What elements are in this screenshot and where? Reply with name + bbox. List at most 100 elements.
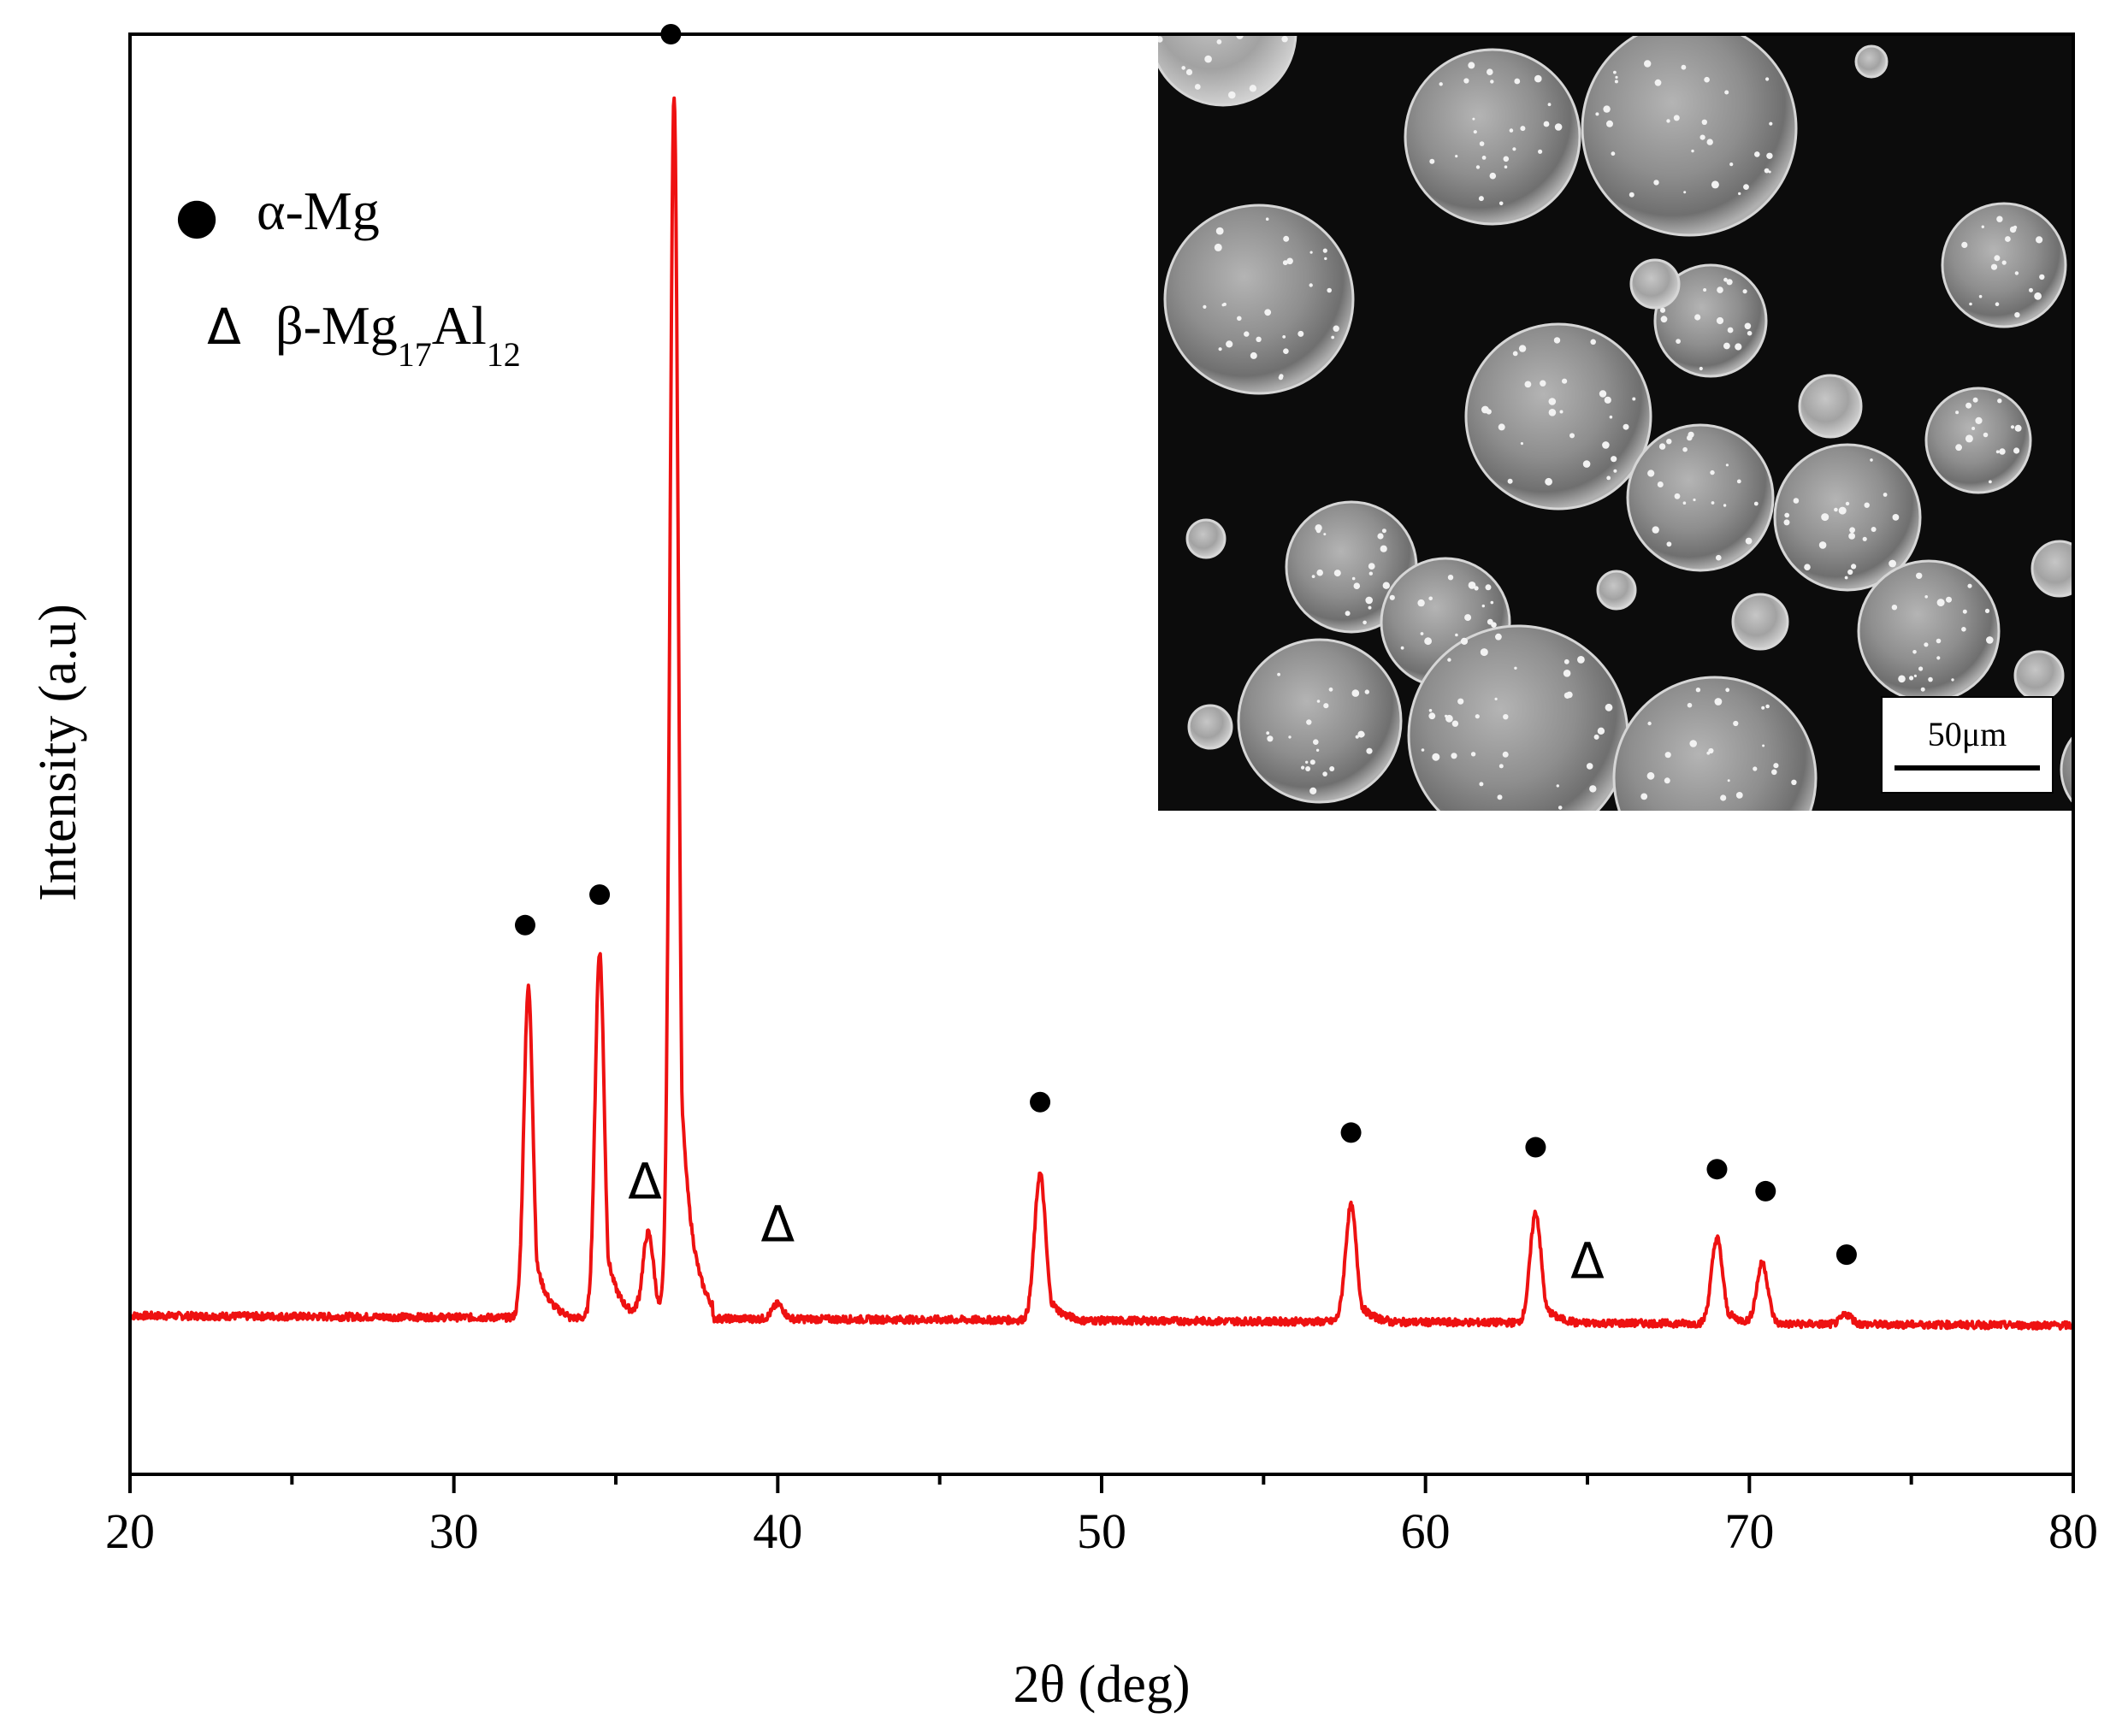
sem-surface-speck (1978, 294, 1983, 298)
sem-surface-speck (1595, 112, 1599, 116)
sem-surface-speck (1765, 77, 1770, 81)
sem-surface-speck (1609, 415, 1613, 419)
sem-surface-speck (1666, 119, 1670, 123)
sem-surface-speck (1428, 596, 1433, 601)
sem-surface-speck (1382, 582, 1391, 589)
sem-surface-speck (1479, 141, 1485, 146)
sem-surface-speck (1724, 90, 1729, 95)
sem-surface-speck (1457, 698, 1464, 705)
beta-phase-marker: Δ (1570, 1231, 1605, 1290)
sem-surface-speck (2103, 780, 2107, 784)
sem-surface-speck (1504, 165, 1508, 168)
sem-surface-speck (1920, 687, 1925, 692)
sem-surface-speck (1717, 286, 1723, 293)
sem-surface-speck (2009, 226, 2017, 233)
sem-surface-speck (1967, 583, 1972, 588)
sem-surface-speck (1791, 779, 1797, 785)
sem-surface-speck (1844, 576, 1848, 580)
sem-surface-speck (1961, 627, 1966, 632)
sem-surface-speck (1936, 638, 1942, 644)
sem-surface-speck (1742, 289, 1747, 294)
sem-surface-speck (1554, 123, 1563, 131)
sem-surface-speck (1264, 309, 1272, 316)
sem-surface-speck (1333, 325, 1339, 332)
sem-surface-speck (1297, 330, 1304, 337)
sem-surface-speck (1490, 80, 1494, 84)
sem-surface-speck (1761, 706, 1765, 710)
peak-markers: Δ Δ Δ (514, 24, 1857, 1290)
sem-surface-speck (2087, 753, 2094, 760)
sem-surface-speck (1520, 442, 1523, 446)
sem-surface-speck (1468, 582, 1476, 589)
sem-surface-speck (1864, 502, 1870, 508)
x-axis-ticks: 20 30 40 50 60 70 80 (105, 1474, 2098, 1559)
alpha-mg-marker (660, 24, 682, 44)
sem-surface-speck (1316, 569, 1323, 576)
sem-surface-speck (1751, 819, 1757, 825)
sem-surface-speck (1693, 498, 1696, 502)
alpha-mg-marker (1340, 1122, 1362, 1143)
sem-surface-speck (1158, 36, 1163, 43)
sem-surface-speck (1323, 533, 1327, 536)
sem-surface-speck (1611, 456, 1617, 463)
sem-surface-speck (1538, 149, 1543, 154)
sem-surface-speck (1559, 410, 1563, 414)
sem-surface-speck (1540, 380, 1546, 387)
sem-surface-speck (1726, 279, 1733, 286)
sem-surface-speck (1735, 792, 1743, 799)
sem-surface-speck (1564, 815, 1569, 820)
sem-surface-speck (1849, 527, 1856, 534)
sem-surface-speck (1577, 656, 1585, 664)
sem-surface-speck (1445, 714, 1453, 723)
sem-surface-speck (1765, 704, 1770, 709)
sem-surface-speck (1784, 512, 1790, 518)
sem-surface-speck (1961, 241, 1968, 248)
sem-surface-speck (1309, 251, 1313, 254)
sem-surface-speck (1520, 126, 1526, 132)
sem-surface-speck (1216, 9, 1222, 15)
sem-surface-speck (1322, 771, 1327, 776)
sem-surface-speck (1983, 432, 1989, 438)
sem-surface-speck (1185, 14, 1192, 21)
sem-surface-speck (1924, 595, 1928, 599)
sem-surface-speck (1629, 192, 1634, 198)
sem-surface-speck (1582, 460, 1591, 468)
sem-surface-speck (1424, 637, 1432, 646)
sem-surface-speck (1481, 156, 1487, 160)
sem-surface-speck (1249, 85, 1257, 92)
sem-surface-speck (1766, 152, 1773, 159)
sem-surface-speck (1744, 322, 1752, 330)
sem-surface-speck (2014, 424, 2022, 432)
sem-surface-speck (1764, 168, 1770, 174)
sem-surface-speck (2119, 743, 2125, 749)
sem-surface-speck (1211, 27, 1215, 31)
sem-surface-speck (1682, 446, 1688, 452)
sem-surface-speck (1490, 600, 1494, 605)
sem-surface-speck (1329, 766, 1335, 771)
sem-surface-speck (1322, 248, 1327, 253)
sem-particle (1629, 258, 1681, 310)
sem-surface-speck (1745, 537, 1753, 545)
sem-surface-speck (1804, 564, 1811, 570)
sem-surface-speck (1658, 443, 1666, 450)
sem-surface-speck (1743, 184, 1749, 191)
sem-surface-speck (1674, 493, 1681, 499)
sem-particle (1612, 676, 1818, 811)
sem-surface-speck (1640, 793, 1648, 800)
sem-surface-speck (1563, 658, 1569, 664)
sem-surface-speck (1451, 720, 1459, 727)
sem-surface-speck (1475, 714, 1480, 719)
sem-surface-speck (1327, 287, 1332, 293)
sem-surface-speck (1514, 78, 1521, 85)
sem-surface-speck (1514, 666, 1517, 670)
sem-surface-speck (1936, 599, 1945, 607)
sem-surface-speck (1507, 478, 1513, 484)
sem-surface-speck (1996, 216, 2003, 222)
sem-particle (2013, 650, 2065, 701)
sem-surface-speck (1720, 794, 1727, 801)
sem-surface-speck (1216, 39, 1222, 44)
sem-surface-speck (1711, 501, 1715, 505)
sem-surface-speck (1981, 225, 1984, 228)
sem-surface-speck (1723, 342, 1730, 350)
sem-surface-speck (1738, 192, 1741, 196)
